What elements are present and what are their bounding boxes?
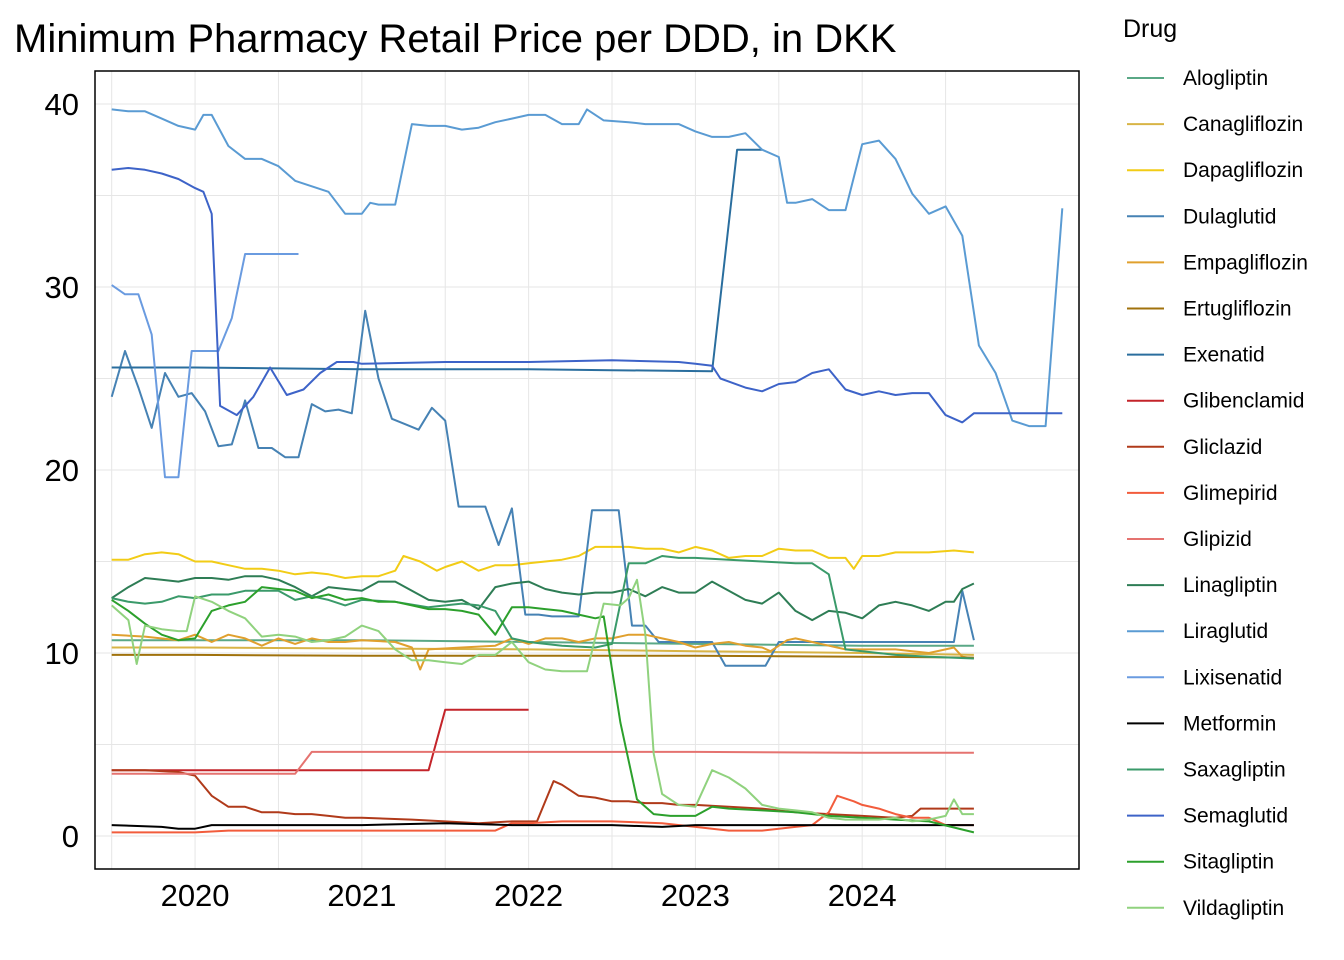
legend-item-metformin: Metformin: [1127, 712, 1276, 735]
legend-item-vildagliptin: Vildagliptin: [1127, 897, 1284, 920]
legend-label: Lixisenatid: [1183, 666, 1282, 689]
series-line-saxagliptin: [111, 555, 974, 660]
series-line-semaglutid: [111, 167, 1063, 424]
legend-label: Sitagliptin: [1183, 851, 1274, 874]
legend-label: Metformin: [1183, 712, 1276, 735]
series-line-dulaglutid: [110, 309, 975, 667]
grid-lines: [95, 71, 1079, 869]
legend-label: Gliclazid: [1183, 436, 1262, 459]
legend-item-dapagliflozin: Dapagliflozin: [1127, 159, 1303, 182]
x-tick-label: 2022: [494, 878, 563, 913]
legend-item-linagliptin: Linagliptin: [1127, 574, 1278, 597]
legend-item-glibenclamid: Glibenclamid: [1127, 390, 1304, 413]
legend-label: Vildagliptin: [1183, 897, 1284, 920]
series-line-gliclazid: [111, 769, 974, 825]
y-tick-label: 10: [45, 636, 79, 671]
series-line-linagliptin: [111, 575, 975, 622]
series-line-glipizid: [111, 750, 974, 775]
y-tick-label: 20: [45, 453, 79, 488]
legend-item-canagliflozin: Canagliflozin: [1127, 113, 1303, 136]
legend-item-semaglutid: Semaglutid: [1127, 805, 1288, 828]
plot-border: [94, 70, 1080, 870]
legend-label: Glipizid: [1183, 528, 1252, 551]
x-tick-label: 2020: [161, 878, 230, 913]
legend-item-ertugliflozin: Ertugliflozin: [1127, 298, 1292, 321]
series-line-exenatid: [111, 148, 763, 373]
legend-label: Liraglutid: [1183, 620, 1268, 643]
legend-label: Semaglutid: [1183, 805, 1288, 828]
series-line-canagliflozin: [111, 646, 974, 656]
legend-item-glimepirid: Glimepirid: [1127, 482, 1278, 505]
legend-item-empagliflozin: Empagliflozin: [1127, 251, 1308, 274]
legend-label: Exenatid: [1183, 344, 1265, 367]
y-tick-label: 40: [45, 87, 79, 122]
legend-item-gliclazid: Gliclazid: [1127, 436, 1262, 459]
legend-label: Glimepirid: [1183, 482, 1278, 505]
legend-item-glipizid: Glipizid: [1127, 528, 1252, 551]
series-line-dapagliflozin: [111, 545, 974, 579]
legend-title: Drug: [1123, 15, 1177, 43]
series-lines: [110, 108, 1064, 834]
legend-label: Linagliptin: [1183, 574, 1278, 597]
legend-label: Dapagliflozin: [1183, 159, 1303, 182]
x-tick-label: 2023: [661, 878, 730, 913]
legend-label: Ertugliflozin: [1183, 298, 1292, 321]
y-tick-label: 0: [62, 819, 79, 854]
legend-item-sitagliptin: Sitagliptin: [1127, 851, 1274, 874]
legend-label: Empagliflozin: [1183, 251, 1308, 274]
x-tick-label: 2024: [828, 878, 897, 913]
legend-label: Glibenclamid: [1183, 390, 1304, 413]
legend-item-lixisenatid: Lixisenatid: [1127, 666, 1282, 689]
y-tick-label: 30: [45, 270, 79, 305]
series-line-vildagliptin: [111, 578, 974, 823]
legend-item-dulaglutid: Dulaglutid: [1127, 205, 1276, 228]
legend-item-alogliptin: Alogliptin: [1127, 67, 1268, 90]
legend-label: Dulaglutid: [1183, 205, 1276, 228]
axis-labels: 0 10 20 30 40 2020 2021 2022 2023 2024: [45, 87, 897, 913]
series-line-glibenclamid: [111, 708, 529, 772]
series-line-sitagliptin: [111, 586, 975, 834]
series-line-metformin: [111, 822, 974, 830]
series-line-lixisenatid: [111, 253, 299, 479]
legend-label: Alogliptin: [1183, 67, 1268, 90]
legend-item-liraglutid: Liraglutid: [1127, 620, 1268, 643]
legend-label: Canagliflozin: [1183, 113, 1303, 136]
series-line-liraglutid: [111, 108, 1064, 428]
legend-item-saxagliptin: Saxagliptin: [1127, 759, 1286, 782]
legend-item-exenatid: Exenatid: [1127, 344, 1265, 367]
legend-label: Saxagliptin: [1183, 759, 1286, 782]
x-tick-label: 2021: [327, 878, 396, 913]
legend: Drug Alogliptin Canagliflozin Dapagliflozi…: [1123, 15, 1308, 920]
series-line-glimepirid: [111, 794, 974, 834]
series-line-ertugliflozin: [111, 653, 974, 659]
chart-title: Minimum Pharmacy Retail Price per DDD, i…: [14, 17, 897, 61]
